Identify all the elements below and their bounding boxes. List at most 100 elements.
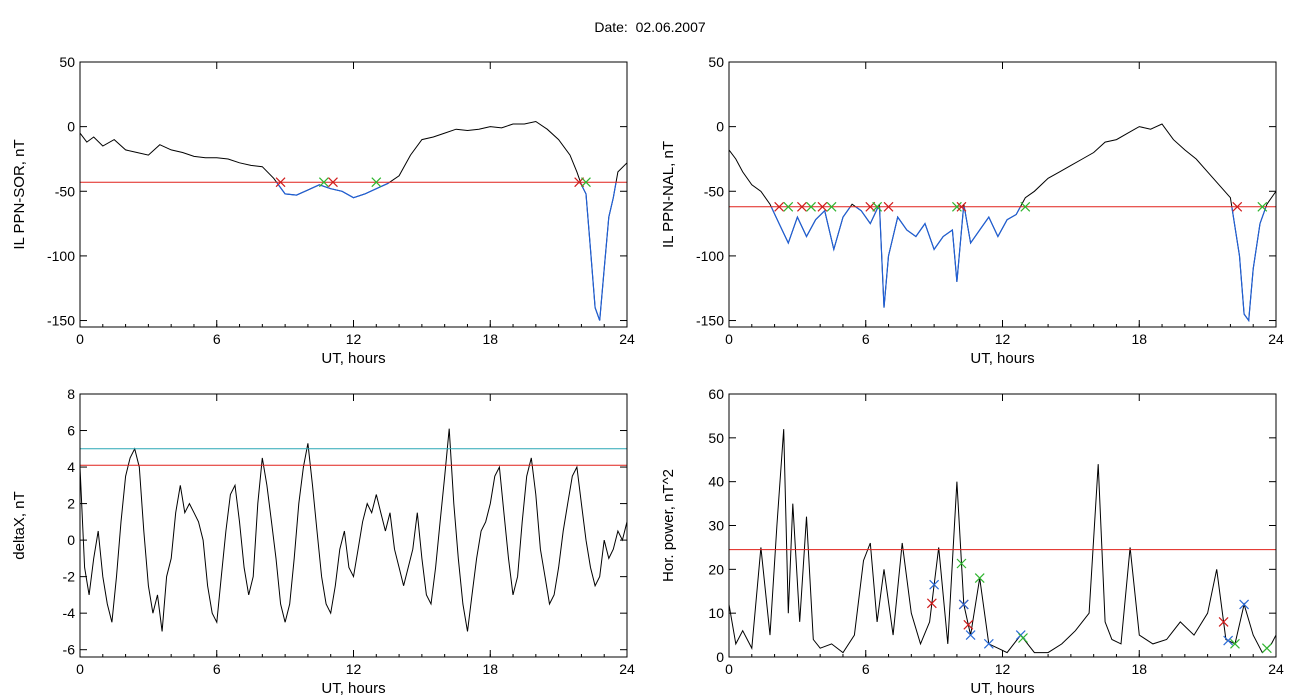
threshold-crossing-marker xyxy=(1257,201,1268,212)
data-layer xyxy=(80,428,627,632)
x-tick-label: 6 xyxy=(213,661,221,677)
power-peak-marker xyxy=(926,598,937,609)
threshold-crossing-marker xyxy=(371,177,382,188)
x-axis-label: UT, hours xyxy=(970,350,1034,367)
power-peak-marker xyxy=(974,573,985,584)
y-tick-label: -2 xyxy=(63,569,76,585)
below-threshold-layer xyxy=(275,182,617,321)
y-tick-label: 6 xyxy=(67,423,75,439)
x-tick-label: 0 xyxy=(76,331,84,347)
power-peak-marker xyxy=(1230,638,1240,649)
threshold-crossing-marker xyxy=(1020,201,1031,212)
data-layer xyxy=(80,120,627,321)
data-layer xyxy=(729,123,1276,323)
x-tick-label: 24 xyxy=(619,331,635,347)
below-threshold-layer xyxy=(770,206,1267,323)
y-tick-label: 0 xyxy=(716,649,724,665)
y-tick-label: 0 xyxy=(67,119,75,135)
x-axis-label: UT, hours xyxy=(321,680,385,697)
y-tick-label: 50 xyxy=(708,54,724,70)
y-tick-label: 50 xyxy=(708,430,724,446)
plot-frame xyxy=(728,393,1277,658)
threshold-crossing-marker xyxy=(951,201,962,212)
threshold-crossing-marker xyxy=(883,201,894,212)
x-tick-label: 12 xyxy=(995,331,1011,347)
y-axis-label: deltaX, nT xyxy=(11,491,28,559)
x-tick-label: 18 xyxy=(482,331,498,347)
x-tick-label: 24 xyxy=(619,661,635,677)
power-peak-marker xyxy=(965,630,976,641)
y-tick-label: 0 xyxy=(67,532,75,548)
threshold-crossing-marker xyxy=(956,201,967,212)
power-peak-marker xyxy=(983,638,994,649)
y-tick-label: 20 xyxy=(708,561,724,577)
power-peak-marker xyxy=(1223,635,1234,646)
y-axis-label: IL PPN-NAL, nT xyxy=(660,141,677,248)
threshold-crossing-marker xyxy=(774,201,785,212)
threshold-crossing-marker xyxy=(783,201,794,212)
panel-il-ppn-nal: 0 6 12 18 24 -150 -100 -50 0 50 UT, hours IL PPN-NA… xyxy=(660,54,1284,367)
x-tick-label: 0 xyxy=(725,661,733,677)
power-peak-marker xyxy=(1218,617,1229,627)
y-tick-label: -100 xyxy=(47,248,75,264)
threshold-crossing-marker xyxy=(318,177,329,188)
y-tick-label: 10 xyxy=(708,605,724,621)
x-tick-label: 0 xyxy=(725,331,733,347)
signal-line xyxy=(80,428,627,632)
x-tick-label: 24 xyxy=(1268,661,1284,677)
threshold-crossing-marker xyxy=(1232,201,1243,212)
y-axis-label: IL PPN-SOR, nT xyxy=(11,139,28,249)
threshold-crossing-marker xyxy=(872,201,883,212)
below-threshold-line xyxy=(275,182,617,321)
threshold-crossing-marker xyxy=(806,201,816,212)
y-tick-label: -50 xyxy=(704,183,724,199)
x-tick-label: 6 xyxy=(862,661,870,677)
x-tick-label: 12 xyxy=(346,331,362,347)
y-tick-label: 2 xyxy=(67,496,75,512)
x-tick-label: 0 xyxy=(76,661,84,677)
threshold-crossing-marker xyxy=(817,201,828,212)
x-tick-label: 6 xyxy=(213,331,221,347)
plot-frame xyxy=(79,393,628,658)
y-tick-label: 40 xyxy=(708,474,724,490)
y-tick-label: 8 xyxy=(67,386,75,402)
x-tick-label: 18 xyxy=(482,661,498,677)
y-tick-label: 50 xyxy=(59,54,75,70)
y-tick-label: 0 xyxy=(716,119,724,135)
panel-il-ppn-sor: 0 6 12 18 24 -150 -100 -50 0 50 UT, hours IL PPN-SO… xyxy=(11,54,635,367)
power-peak-marker xyxy=(1018,633,1028,643)
y-tick-label: -100 xyxy=(696,248,724,264)
x-tick-label: 18 xyxy=(1131,661,1147,677)
power-peak-marker xyxy=(956,558,967,569)
y-tick-label: -150 xyxy=(47,313,75,329)
y-tick-label: -50 xyxy=(55,183,75,199)
y-tick-label: -4 xyxy=(63,605,76,621)
y-tick-label: 60 xyxy=(708,386,724,402)
power-peak-marker xyxy=(929,579,940,590)
panel-hor-power: 0 6 12 18 24 0 10 20 30 40 50 60 UT, hours Hor. power… xyxy=(660,386,1284,697)
x-tick-label: 24 xyxy=(1268,331,1284,347)
signal-line xyxy=(729,123,1276,322)
power-peak-marker xyxy=(958,599,969,610)
below-threshold-line xyxy=(770,206,1267,323)
threshold-crossing-marker xyxy=(275,177,286,188)
x-axis-label: UT, hours xyxy=(321,350,385,367)
plot-frame xyxy=(728,61,1277,328)
y-tick-label: -150 xyxy=(696,313,724,329)
x-axis-label: UT, hours xyxy=(970,680,1034,697)
power-peak-marker xyxy=(963,619,974,630)
threshold-crossing-marker xyxy=(797,201,807,212)
y-tick-label: 30 xyxy=(708,518,724,534)
x-tick-label: 12 xyxy=(995,661,1011,677)
data-layer xyxy=(729,429,1276,654)
x-tick-label: 6 xyxy=(862,331,870,347)
signal-line xyxy=(80,120,627,321)
y-tick-label: -6 xyxy=(63,642,76,658)
y-axis-label: Hor. power, nT^2 xyxy=(660,469,677,582)
threshold-crossing-marker xyxy=(826,201,837,212)
power-peak-marker xyxy=(1239,599,1250,610)
figure-title: Date: 02.06.2007 xyxy=(594,19,706,35)
x-tick-label: 12 xyxy=(346,661,362,677)
plot-frame xyxy=(79,61,628,328)
